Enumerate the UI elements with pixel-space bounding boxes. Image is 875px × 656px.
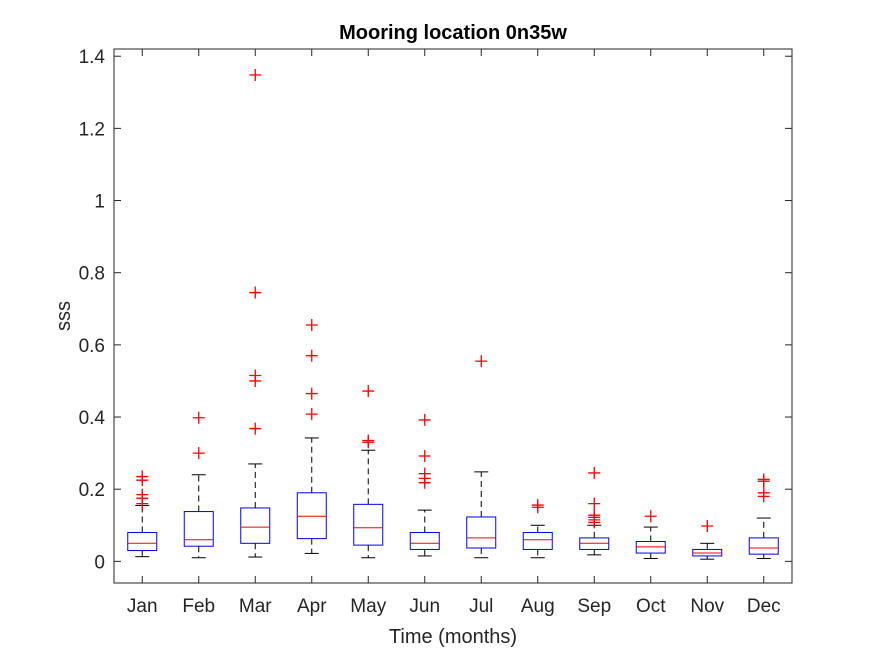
box-series [127,68,779,560]
x-tick-label: Aug [521,596,555,617]
box-aug [522,499,553,559]
outlier-marker [362,434,375,447]
iqr-box [353,503,384,546]
x-tick-label: Feb [182,596,215,617]
outlier-marker [362,385,375,398]
iqr-box [409,531,440,550]
box-jan [127,470,158,558]
box-jun [409,413,440,557]
iqr-box [296,492,327,540]
outlier-marker [192,411,205,424]
y-tick-label: 0.2 [79,480,105,501]
x-tick-label: Nov [690,596,724,617]
outlier-marker [588,466,601,479]
box-dec [748,473,779,559]
x-tick-label: Jan [127,596,158,617]
y-tick-label: 0.4 [79,408,106,429]
outlier-marker [136,470,149,483]
x-tick-label: Sep [577,596,611,617]
box-mar [240,68,271,558]
outlier-marker [305,408,318,421]
x-tick-label: May [350,596,386,617]
outlier-marker [757,473,770,486]
x-axis: Jan Feb Mar Apr May Jun Jul Aug Sep Oct Nov Dec [127,49,781,617]
outlier-marker [192,447,205,460]
y-axis: 0 0.2 0.4 0.6 0.8 1 1.2 1.4 [79,47,792,573]
outlier-marker [305,349,318,362]
y-tick-label: 0.8 [79,264,105,285]
outlier-marker [531,499,544,512]
iqr-box [748,537,779,555]
outlier-marker [418,449,431,462]
iqr-box [183,511,214,547]
x-tick-label: Dec [747,596,781,617]
plot-area [113,48,793,584]
x-tick-label: Apr [297,596,327,617]
box-nov [692,519,723,560]
outlier-marker [249,68,262,81]
x-tick-label: Jul [469,596,493,617]
x-axis-label: Time (months) [389,626,517,648]
box-jul [466,355,497,559]
chart-title: Mooring location 0n35w [339,22,567,44]
outlier-marker [418,467,431,480]
x-tick-label: Oct [636,596,666,617]
iqr-box [522,531,553,550]
outlier-marker [418,413,431,426]
outlier-marker [644,510,657,523]
x-tick-label: Mar [239,596,272,617]
outlier-marker [757,486,770,499]
outlier-marker [305,387,318,400]
outlier-marker [701,519,714,532]
outlier-marker [305,319,318,332]
outlier-marker [588,497,601,510]
iqr-box [466,516,497,549]
y-axis-label: sss [53,301,75,331]
box-sep [579,466,610,556]
box-may [353,385,384,559]
outlier-marker [475,355,488,368]
outlier-marker [136,488,149,501]
outlier-marker [249,422,262,435]
y-tick-label: 0 [94,552,105,573]
box-feb [183,411,214,559]
y-tick-label: 0.6 [79,336,105,357]
iqr-box [240,507,271,544]
outlier-marker [588,509,601,522]
outlier-marker [249,369,262,382]
y-tick-label: 1.4 [79,47,106,68]
iqr-box [127,531,158,552]
y-tick-label: 1.2 [79,119,105,140]
y-tick-label: 1 [94,192,105,213]
x-tick-label: Jun [409,596,440,617]
box-apr [296,319,327,554]
box-oct [635,510,666,559]
outlier-marker [249,286,262,299]
